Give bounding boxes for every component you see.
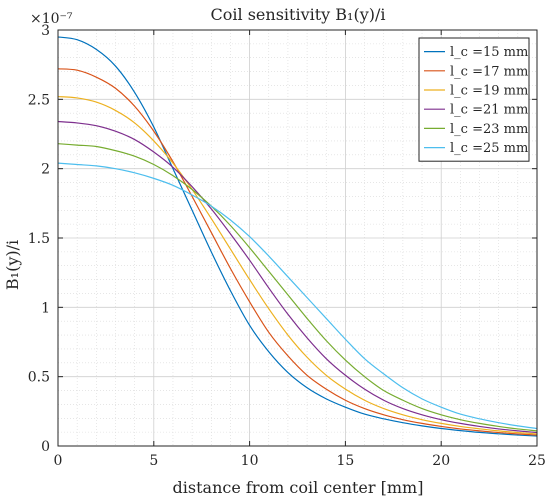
y-tick-label: 1.5: [28, 231, 50, 247]
series-line-6: [57, 162, 538, 430]
x-tick-label: 20: [432, 453, 450, 469]
y-multiplier: ×10⁻⁷: [30, 11, 73, 27]
x-tick-label: 0: [54, 453, 63, 469]
y-tick-labels: 0 0.5 1 1.5 2 2.5 3: [28, 23, 50, 455]
y-tick-label: 0: [41, 439, 50, 455]
y-tick-label: 1: [41, 300, 50, 316]
series-line-2: [57, 68, 538, 436]
chart-title: Coil sensitivity B₁(y)/i: [211, 5, 386, 24]
x-tick-label: 15: [336, 453, 354, 469]
series-line-3: [57, 95, 538, 435]
x-axis-label: distance from coil center [mm]: [173, 478, 424, 497]
x-tick-label: 5: [149, 453, 158, 469]
legend-box: [418, 37, 530, 162]
y-axis-label: B₁(y)/i: [3, 240, 22, 290]
x-tick-label: 10: [241, 453, 259, 469]
x-tick-label: 25: [528, 453, 546, 469]
series-line-5: [57, 143, 538, 432]
series-line-1: [57, 36, 538, 437]
axis-ticks: [57, 29, 538, 447]
x-tick-labels: 0 5 10 15 20 25: [54, 453, 546, 469]
legend: l_c =15 mm l_c =17 mm l_c =19 mm l_c =21 mm…: [418, 37, 530, 162]
legend-label-1: l_c =15 mm: [450, 45, 528, 60]
y-tick-label: 0.5: [28, 370, 50, 386]
y-tick-label: 3: [41, 23, 50, 39]
legend-label-5: l_c =23 mm: [450, 122, 528, 137]
series-line-4: [57, 120, 538, 434]
series-layer: [57, 36, 538, 437]
y-tick-label: 2: [41, 162, 50, 178]
legend-label-4: l_c =21 mm: [450, 103, 528, 118]
legend-label-3: l_c =19 mm: [450, 84, 528, 99]
y-tick-label: 2.5: [28, 92, 50, 108]
legend-label-2: l_c =17 mm: [450, 64, 528, 79]
legend-label-6: l_c =25 mm: [450, 141, 528, 156]
